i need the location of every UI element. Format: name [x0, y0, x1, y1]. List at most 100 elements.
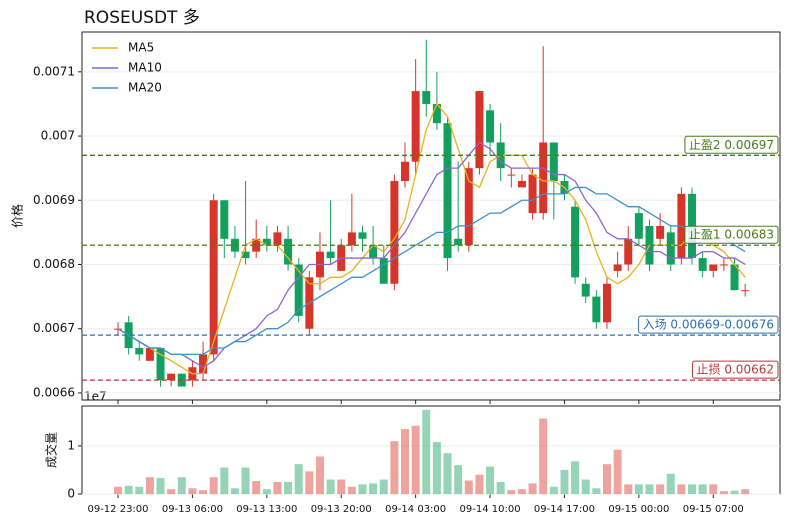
- volume-bar: [199, 490, 208, 494]
- candle-body: [220, 200, 229, 239]
- volume-bar: [337, 479, 346, 494]
- volume-bar: [560, 469, 569, 494]
- candle-body: [156, 347, 165, 381]
- volume-bar: [135, 486, 144, 494]
- candle-body: [241, 251, 250, 259]
- volume-bar: [688, 484, 697, 494]
- candle-body: [539, 142, 548, 214]
- level-label-box: [638, 315, 779, 334]
- volume-bar: [379, 479, 388, 494]
- candle-body: [401, 161, 410, 181]
- candle-body: [326, 251, 335, 259]
- volume-bar: [411, 425, 420, 494]
- volume-bar: [581, 479, 590, 494]
- candle-body: [592, 296, 601, 323]
- volume-bar: [230, 488, 239, 494]
- candle-body: [432, 103, 441, 124]
- volume-bar: [454, 465, 463, 494]
- candle-body: [369, 245, 378, 259]
- candle-body: [528, 174, 537, 214]
- y-tick-label: 0.007: [41, 129, 75, 143]
- level-label: 止盈1 0.00683: [689, 228, 774, 242]
- volume-bar: [486, 466, 495, 494]
- volume-bar: [496, 481, 505, 494]
- candle-body: [581, 283, 590, 297]
- volume-bar: [294, 464, 303, 494]
- volume-frame: [81, 405, 781, 495]
- level-label: 止盈2 0.00697: [689, 138, 774, 152]
- legend-label: MA20: [128, 81, 162, 95]
- volume-bar: [284, 481, 293, 494]
- volume-bar: [666, 473, 675, 494]
- volume-bar: [677, 484, 686, 494]
- x-tick-label: 09-14 17:00: [534, 504, 595, 515]
- y-tick-label: 0: [67, 487, 75, 501]
- y-tick-label: 0.0066: [33, 385, 75, 399]
- candle-body: [284, 238, 293, 265]
- volume-bar: [252, 481, 261, 494]
- volume-bar: [114, 486, 122, 494]
- x-tick-label: 09-14 10:00: [460, 504, 521, 515]
- candle-body: [411, 91, 420, 162]
- volume-bar: [422, 409, 431, 494]
- volume-bar: [273, 481, 282, 494]
- ma-line: [117, 186, 746, 356]
- volume-bar: [241, 467, 250, 494]
- volume-bar: [177, 477, 186, 494]
- volume-bar: [145, 477, 154, 494]
- y-tick-label: 0.0069: [33, 193, 75, 207]
- main-frame: [81, 31, 781, 401]
- candle-body: [698, 258, 707, 271]
- candle-body: [624, 238, 633, 265]
- candle-body: [443, 123, 452, 259]
- volume-bar: [347, 486, 356, 494]
- y-axis-label: 价格: [10, 204, 25, 228]
- candle-body: [252, 238, 261, 252]
- x-tick-label: 09-15 07:00: [683, 504, 744, 515]
- candle-body: [730, 264, 739, 291]
- candle-body: [613, 264, 622, 271]
- volume-bar: [507, 490, 516, 494]
- candle-body: [145, 347, 154, 361]
- y-tick-label: 1: [67, 438, 75, 452]
- volume-bar: [358, 484, 367, 494]
- volume-bar: [741, 489, 750, 494]
- candle-body: [507, 174, 516, 176]
- volume-bar: [326, 479, 335, 494]
- candle-body: [549, 142, 558, 181]
- candle-body: [209, 200, 218, 355]
- volume-bar: [432, 442, 441, 494]
- y-tick-label: 0.0067: [33, 321, 75, 335]
- ma-line: [117, 102, 746, 375]
- volume-bar: [401, 429, 410, 494]
- volume-bar: [592, 488, 601, 494]
- volume-bar: [528, 483, 537, 494]
- volume-bar: [549, 486, 558, 494]
- legend-label: MA10: [128, 61, 162, 75]
- volume-bar: [624, 484, 633, 494]
- candle-body: [262, 238, 271, 246]
- candle-body: [454, 238, 463, 246]
- candle-body: [135, 347, 144, 355]
- volume-offset-label: 1e7: [84, 390, 107, 404]
- candle-body: [719, 264, 728, 266]
- level-label-box: [684, 225, 779, 244]
- candle-body: [486, 110, 495, 143]
- volume-bar: [305, 471, 314, 494]
- volume-bar: [645, 484, 654, 494]
- x-tick-label: 09-13 20:00: [311, 504, 372, 515]
- candle-body: [422, 91, 431, 104]
- candle-body: [656, 225, 665, 239]
- volume-bar: [188, 488, 197, 494]
- legend-label: MA5: [128, 41, 154, 55]
- candle-body: [464, 168, 473, 246]
- volume-bar: [730, 490, 739, 494]
- volume-bar: [709, 484, 718, 494]
- x-tick-label: 09-14 03:00: [385, 504, 446, 515]
- candle-body: [475, 91, 484, 169]
- volume-bar: [315, 456, 324, 494]
- volume-bar: [124, 485, 133, 494]
- level-label: 止损 0.00662: [697, 363, 774, 377]
- volume-bar: [369, 483, 378, 494]
